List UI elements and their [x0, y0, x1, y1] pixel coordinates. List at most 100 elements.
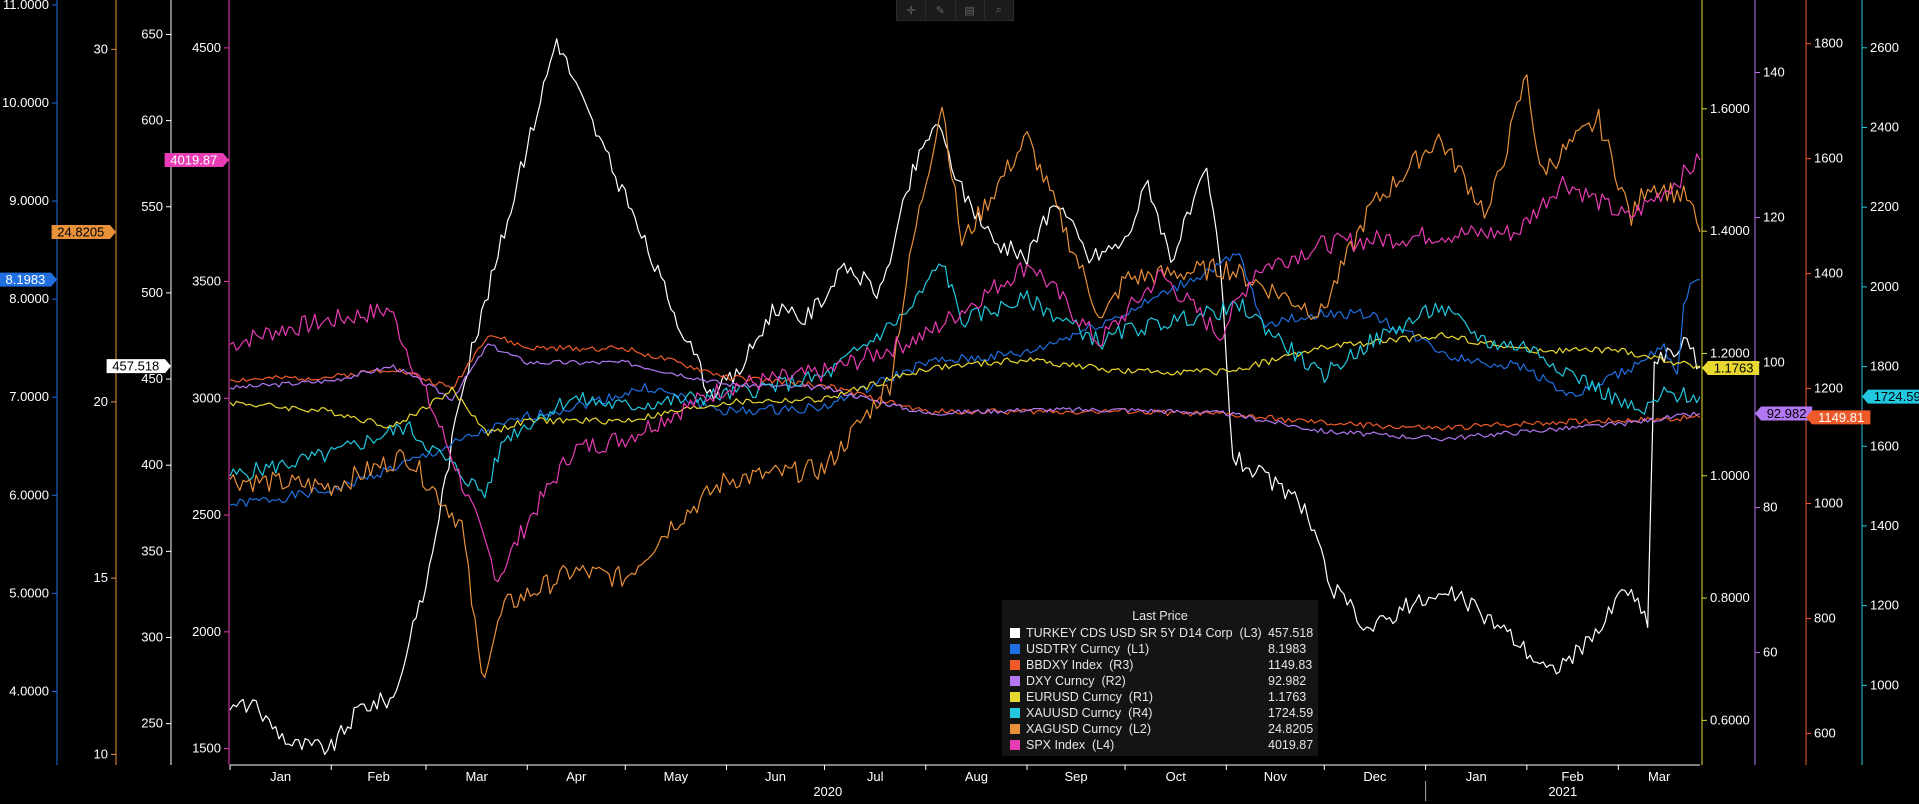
legend-swatch: [1010, 644, 1020, 654]
axis-tick-label: 600: [1814, 725, 1836, 740]
axis-r4: 1000 1200 1400 1600 1800 2000 2200 2400 2600: [1861, 0, 1899, 765]
axis-tick-label: 2000: [1870, 279, 1899, 294]
legend-last-price: 8.1983: [1268, 642, 1307, 656]
time-tick-label: Jul: [867, 769, 884, 784]
legend-series-name: XAGUSD Curncy (L2): [1026, 722, 1152, 736]
axis-tick-label: 1600: [1814, 151, 1843, 166]
legend-series-name: EURUSD Curncy (R1): [1026, 690, 1154, 704]
last-price-tag-l1: 8.1983: [0, 272, 57, 287]
axis-tick-label: 2400: [1870, 120, 1899, 135]
legend-series-name: DXY Curncy (R2): [1026, 674, 1126, 688]
axis-tick-label: 15: [94, 570, 108, 585]
axis-tick-label: 7.0000: [9, 389, 49, 404]
last-price-tag-l3: 457.518: [106, 359, 171, 374]
table-icon[interactable]: ▤: [956, 0, 985, 20]
axis-tick-label: 500: [141, 285, 163, 300]
series-line: [229, 253, 1701, 508]
axis-tick-label: 5.0000: [9, 585, 49, 600]
time-tick-label: Feb: [367, 769, 389, 784]
time-tick-label: Mar: [1648, 769, 1671, 784]
series-line: [229, 331, 1701, 437]
series-line: [229, 343, 1701, 442]
series-line: [229, 335, 1701, 431]
axis-tick-label: 250: [141, 716, 163, 731]
axis-tick-label: 1500: [192, 741, 221, 756]
legend-row: BBDXY Index (R3) 1149.83: [1002, 657, 1318, 673]
axis-r2: 60 80 100 120 140: [1754, 0, 1785, 765]
axis-tick-label: 1600: [1870, 438, 1899, 453]
last-price-tag-bg: [164, 153, 229, 168]
legend-swatch: [1010, 692, 1020, 702]
axis-tick-label: 350: [141, 543, 163, 558]
last-price-tag-r4: 1724.59: [1862, 389, 1919, 404]
axis-tick-label: 20: [94, 394, 108, 409]
axis-tick-label: 0.8000: [1710, 590, 1750, 605]
legend-rows: TURKEY CDS USD SR 5Y D14 Corp (L3) 457.51…: [1002, 625, 1318, 753]
legend-last-price: 92.982: [1268, 674, 1307, 688]
zoom-icon[interactable]: ⌕: [995, 3, 1002, 16]
pencil-icon[interactable]: ✎: [926, 0, 956, 20]
axis-tick-label: 300: [141, 630, 163, 645]
last-price-tag-l2: 24.8205: [51, 224, 116, 239]
last-price-tag-label: 4019.87: [170, 153, 217, 168]
axis-tick-label: 4500: [192, 40, 221, 55]
time-tick-label: Jun: [765, 769, 786, 784]
legend-row: DXY Curncy (R2) 92.982: [1002, 673, 1318, 689]
legend-row: TURKEY CDS USD SR 5Y D14 Corp (L3) 457.51…: [1002, 625, 1318, 641]
axis-tick-label: 800: [1814, 610, 1836, 625]
time-tick-label: Dec: [1363, 769, 1387, 784]
axis-l3: 250 300 350 400 450 500 550 600 650: [141, 0, 172, 765]
legend-series-name: SPX Index (L4): [1026, 738, 1115, 752]
axis-tick-label: 1200: [1814, 381, 1843, 396]
legend-series-name: BBDXY Index (R3): [1026, 658, 1134, 672]
time-tick-label: Sep: [1064, 769, 1087, 784]
axis-tick-label: 1800: [1870, 359, 1899, 374]
axis-tick-label: 1.4000: [1710, 223, 1750, 238]
axis-tick-label: 1200: [1870, 598, 1899, 613]
axis-tick-label: 6.0000: [9, 487, 49, 502]
last-price-tag-bg: [1862, 389, 1919, 404]
last-price-tag-label: 1724.59: [1874, 389, 1919, 404]
legend-swatch: [1010, 660, 1020, 670]
axis-r3: 600 800 1000 1200 1400 1600 1800: [1805, 0, 1843, 765]
legend-row: XAGUSD Curncy (L2) 24.8205: [1002, 721, 1318, 737]
last-price-tag-bg: [0, 272, 57, 287]
last-price-tag-bg: [51, 224, 116, 239]
axis-tick-label: 1.0000: [1710, 468, 1750, 483]
axis-tick-label: 100: [1763, 355, 1785, 370]
series-layer: [229, 38, 1701, 755]
axis-tick-label: 120: [1763, 210, 1785, 225]
last-price-tag-l4: 4019.87: [164, 153, 229, 168]
axis-tick-label: 140: [1763, 65, 1785, 80]
axis-tick-label: 4.0000: [9, 683, 49, 698]
axis-tick-label: 600: [141, 113, 163, 128]
time-tick-label: Oct: [1166, 769, 1187, 784]
axis-tick-label: 0.6000: [1710, 712, 1750, 727]
last-price-tags-layer: 8.1983 24.8205 457.518 4019.87 1.1763 92.982 1…: [0, 153, 1919, 425]
axis-tick-label: 10.0000: [2, 95, 49, 110]
time-tick-label: Nov: [1264, 769, 1288, 784]
series-line: [229, 38, 1701, 755]
time-tick-label: May: [664, 769, 689, 784]
axis-l4: 1500 2000 2500 3000 3500 4500: [192, 0, 230, 765]
legend-row: EURUSD Curncy (R1) 1.1763: [1002, 689, 1318, 705]
legend-last-price: 4019.87: [1268, 738, 1314, 752]
axis-tick-label: 2200: [1870, 199, 1899, 214]
legend-last-price: 24.8205: [1268, 722, 1314, 736]
last-price-tag-label: 1.1763: [1714, 360, 1754, 375]
crosshair-icon[interactable]: ✛: [897, 0, 927, 20]
axis-tick-label: 1400: [1814, 266, 1843, 281]
legend-swatch: [1010, 724, 1020, 734]
last-price-tag-label: 24.8205: [57, 224, 104, 239]
axis-tick-label: 80: [1763, 500, 1777, 515]
last-price-tag-bg: [1806, 410, 1871, 425]
axis-tick-label: 1000: [1814, 495, 1843, 510]
time-tick-label: Aug: [965, 769, 988, 784]
legend-title: Last Price: [1132, 609, 1188, 623]
legend-series-name: USDTRY Curncy (L1): [1026, 642, 1150, 656]
chart-toolbar: ✛ ✎ ▤ ⌕: [896, 0, 1014, 21]
legend-row: XAUUSD Curncy (R4) 1724.59: [1002, 705, 1318, 721]
axis-tick-label: 30: [94, 41, 108, 56]
